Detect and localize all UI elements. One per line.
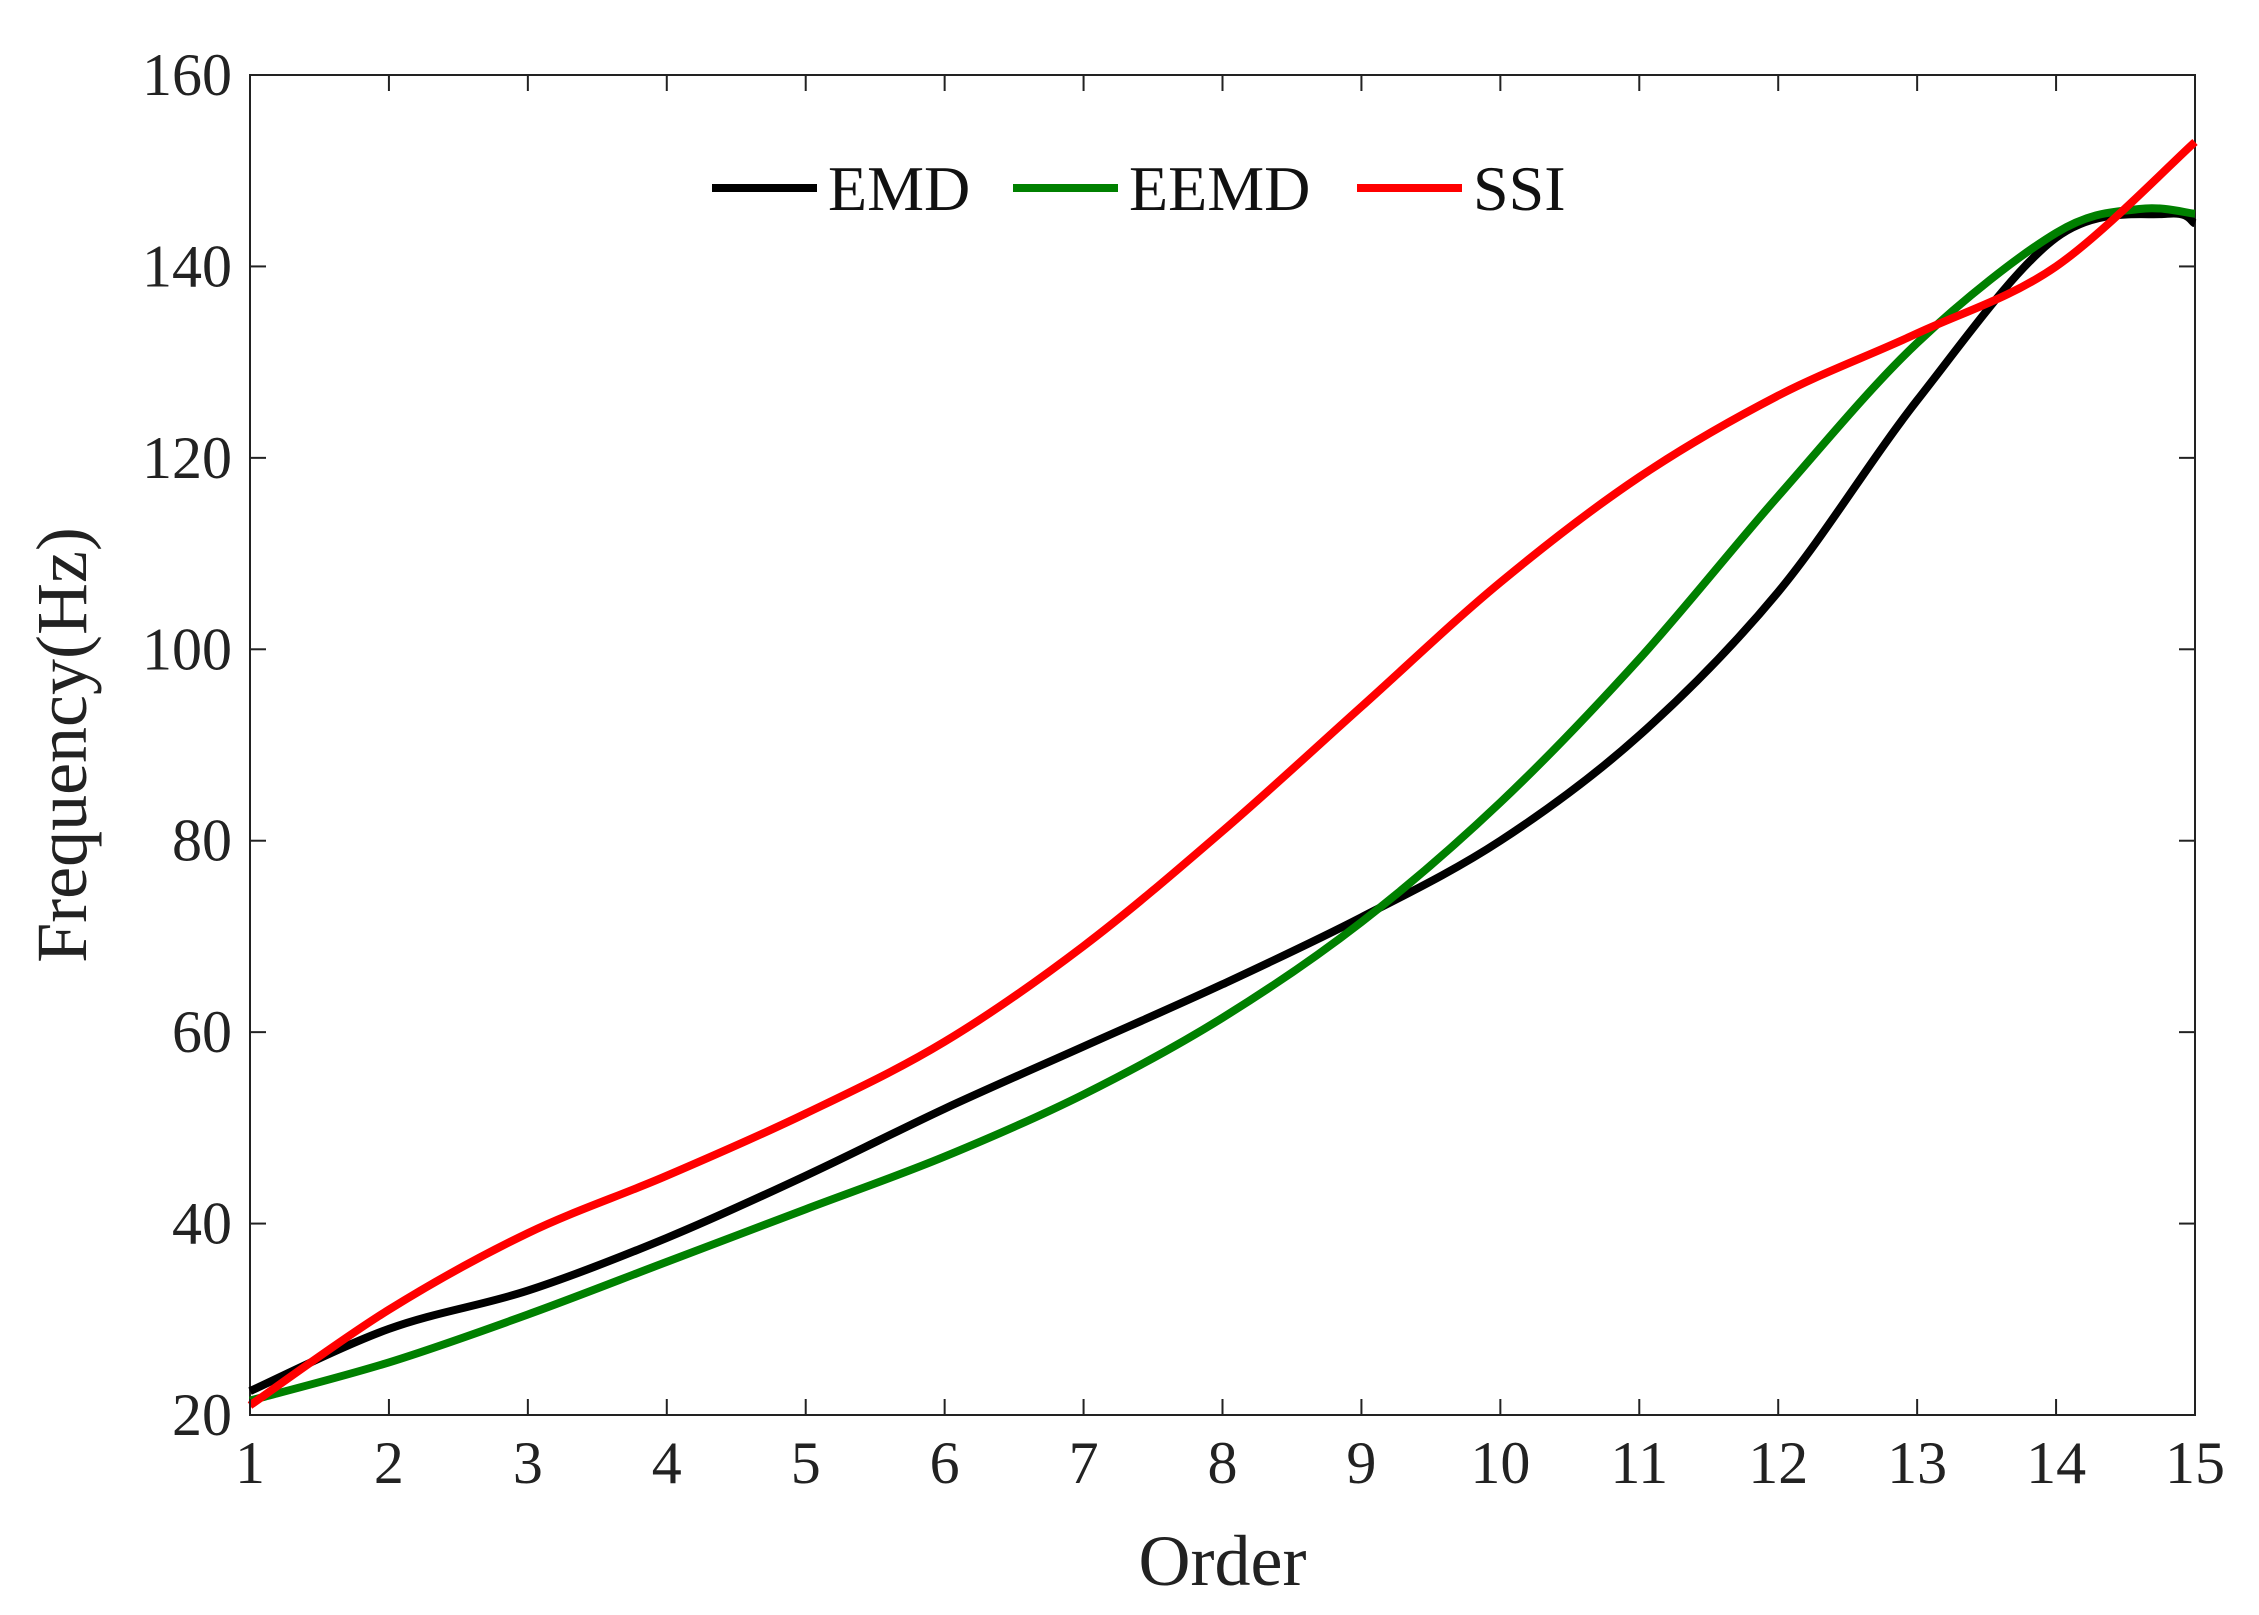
y-tick-label: 40 <box>172 1191 232 1257</box>
y-tick-label: 80 <box>172 808 232 874</box>
x-tick-label: 15 <box>2165 1430 2225 1496</box>
x-tick-label: 3 <box>513 1430 543 1496</box>
legend-label-eemd: EEMD <box>1129 153 1310 224</box>
series-layer <box>247 139 2198 1409</box>
x-axis-title: Order <box>1139 1521 1307 1601</box>
x-tick-label: 11 <box>1610 1430 1668 1496</box>
x-tick-label: 2 <box>374 1430 404 1496</box>
y-axis-title: Frequency(Hz) <box>22 527 102 963</box>
x-tick-label: 5 <box>791 1430 821 1496</box>
legend-label-emd: EMD <box>828 153 970 224</box>
x-tick-label: 12 <box>1748 1430 1808 1496</box>
series-line-emd <box>248 209 2198 1395</box>
x-tick-label: 7 <box>1069 1430 1099 1496</box>
y-tick-label: 20 <box>172 1382 232 1448</box>
x-tick-label: 6 <box>930 1430 960 1496</box>
y-tick-label: 60 <box>172 999 232 1065</box>
y-tick-label: 120 <box>142 425 232 491</box>
legend: EMD EEMD SSI <box>712 153 1566 224</box>
x-tick-label: 14 <box>2026 1430 2086 1496</box>
legend-label-ssi: SSI <box>1473 153 1566 224</box>
x-tick-label: 1 <box>235 1430 265 1496</box>
y-tick-label: 100 <box>142 616 232 682</box>
x-tick-label: 10 <box>1470 1430 1530 1496</box>
series-line-ssi <box>247 139 2198 1409</box>
axes-layer: 1 2 3 4 5 6 7 8 9 10 11 12 13 14 152040608010012014016… <box>142 42 2225 1496</box>
x-tick-label: 4 <box>652 1430 682 1496</box>
series-line-eemd <box>248 204 2196 1405</box>
x-tick-label: 13 <box>1887 1430 1947 1496</box>
y-tick-label: 140 <box>142 233 232 299</box>
y-tick-label: 160 <box>142 42 232 108</box>
x-tick-label: 9 <box>1346 1430 1376 1496</box>
x-tick-label: 8 <box>1208 1430 1238 1496</box>
